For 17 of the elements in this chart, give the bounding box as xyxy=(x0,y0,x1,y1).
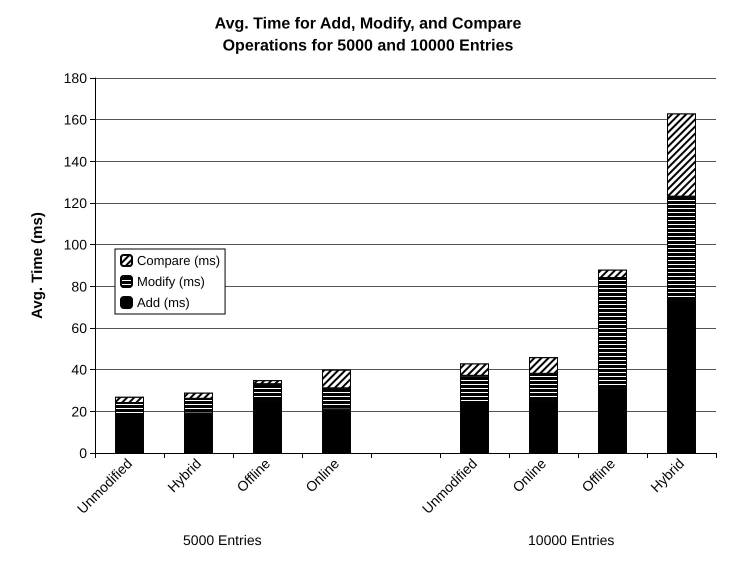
y-tick-label: 120 xyxy=(64,195,88,211)
y-tick-label: 180 xyxy=(64,70,88,86)
y-tick-label: 100 xyxy=(64,236,88,253)
chart-title: Avg. Time for Add, Modify, and Compare Operations for 5000 and 10000 Entries xyxy=(214,16,522,54)
y-tick-label: 140 xyxy=(64,153,88,170)
legend-label: Modify (ms) xyxy=(137,274,205,289)
y-tick-label: 80 xyxy=(71,278,88,294)
y-tick-label: 0 xyxy=(79,445,88,461)
text: 5000 Entries xyxy=(183,532,262,548)
y-axis-title: Avg. Time (ms) xyxy=(29,212,46,319)
legend-label: Add (ms) xyxy=(137,295,190,310)
y-tick-label: 160 xyxy=(64,112,88,128)
text: 10000 Entries xyxy=(528,532,614,548)
y-tick-label: 20 xyxy=(71,403,88,420)
legend-label: Compare (ms) xyxy=(137,253,220,268)
y-tick-label: 40 xyxy=(71,362,88,378)
y-tick-label: 60 xyxy=(71,320,88,336)
